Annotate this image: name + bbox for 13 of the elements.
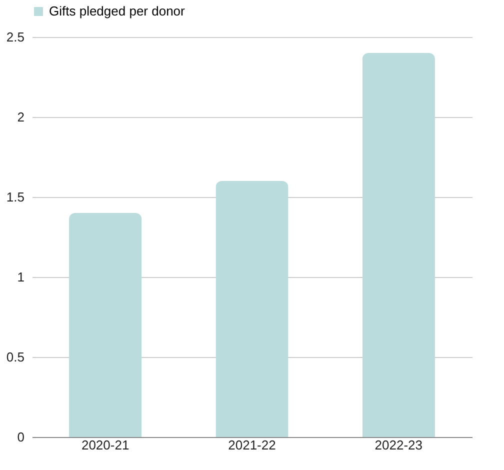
y-tick-label: 2.5: [6, 30, 24, 44]
y-tick-label: 0.5: [6, 350, 24, 364]
bar: [69, 213, 142, 437]
y-tick-label: 1: [17, 270, 24, 284]
bar: [216, 181, 288, 437]
x-tick-label: 2020-21: [81, 438, 130, 452]
x-tick-label: 2022-23: [374, 438, 423, 452]
y-tick-label: 0: [17, 430, 24, 444]
y-tick-label: 1.5: [6, 190, 24, 204]
bar: [362, 53, 435, 437]
y-tick-label: 2: [17, 110, 24, 124]
x-tick-label: 2021-22: [228, 438, 276, 452]
legend-label: Gifts pledged per donor: [49, 4, 186, 18]
